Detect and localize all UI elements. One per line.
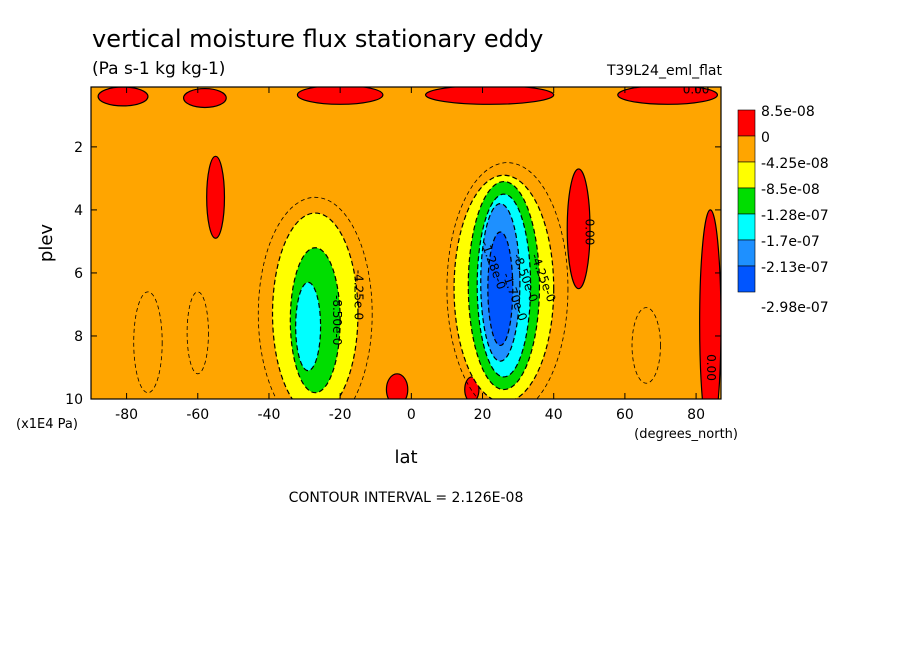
dashed-contour-4 — [446, 162, 569, 399]
y-axis: 2 4 6 8 10 — [65, 140, 721, 408]
dashed-contour-3 — [257, 196, 373, 399]
legend: 8.5e-08 0 -4.25e-08 -8.5e-08 -1.28e-07 -1.7e-… — [737, 104, 829, 316]
contour-region-positive-top-2 — [182, 87, 227, 109]
legend-swatch — [737, 239, 756, 267]
contour-region-south-max-c3 — [295, 281, 322, 372]
legend-label: -2.98e-07 — [761, 300, 829, 316]
contour-label-2: -8.50e-0 — [330, 295, 344, 345]
x-axis-label: lat — [394, 447, 417, 468]
x-tick-label: 60 — [616, 407, 634, 423]
dashed-contour-layer — [133, 162, 661, 399]
contour-label-7: 0.00 — [583, 219, 597, 246]
x-tick-label: -40 — [258, 407, 281, 423]
chart-subtitle: (Pa s-1 kg kg-1) — [92, 59, 225, 79]
x-tick-label: 20 — [474, 407, 492, 423]
contour-region-positive-top-3 — [296, 87, 384, 105]
legend-swatch — [737, 109, 756, 137]
x-tick-label: 40 — [545, 407, 563, 423]
x-tick-label: -80 — [115, 407, 138, 423]
contour-region-positive-top-4 — [424, 87, 555, 105]
contour-region-positive-eq — [385, 373, 409, 399]
contour-label-8: 0.00 — [704, 354, 718, 381]
y-tick-label: 4 — [74, 203, 83, 219]
dashed-contour-0 — [133, 291, 163, 394]
plot-frame — [90, 86, 722, 400]
x-tick-label: 0 — [407, 407, 416, 423]
legend-swatch — [737, 187, 756, 215]
legend-swatch — [737, 135, 756, 163]
x-tick-label: -20 — [329, 407, 352, 423]
legend-label: -2.13e-07 — [761, 260, 829, 276]
run-label: T39L24_eml_flat — [606, 63, 723, 79]
legend-label: -1.7e-07 — [761, 234, 820, 250]
legend-label: 8.5e-08 — [761, 104, 815, 120]
contour-label-1: -4.25e-0 — [351, 270, 365, 320]
x-tick-label: -60 — [186, 407, 209, 423]
y-tick-label: 8 — [74, 329, 83, 345]
contour-region-positive-n84 — [699, 209, 721, 399]
contour-fill-layer — [97, 87, 721, 399]
contour-region-positive-n48 — [566, 168, 591, 290]
chart-title: vertical moisture flux stationary eddy — [92, 25, 543, 53]
y-axis-label: plev — [36, 224, 57, 263]
legend-label: -1.28e-07 — [761, 208, 829, 224]
contour-region-positive-top-1 — [97, 87, 149, 107]
contour-region-north-max-c5 — [487, 231, 514, 347]
dashed-contour-2 — [631, 307, 661, 384]
legend-label: 0 — [761, 130, 770, 146]
y-tick-label: 6 — [74, 266, 83, 282]
y-axis-units: (x1E4 Pa) — [16, 417, 78, 432]
contour-region-positive-s56 — [206, 155, 226, 239]
x-tick-label: 80 — [687, 407, 705, 423]
x-axis-units: (degrees_north) — [634, 427, 738, 442]
legend-swatch — [737, 213, 756, 241]
legend-label: -4.25e-08 — [761, 156, 829, 172]
dashed-contour-1 — [186, 291, 209, 375]
legend-swatch — [737, 265, 756, 293]
contour-region-positive-top-5 — [617, 87, 719, 105]
plot-area — [91, 87, 721, 399]
legend-swatch — [737, 161, 756, 189]
y-tick-label: 2 — [74, 140, 83, 156]
legend-label: -8.5e-08 — [761, 182, 820, 198]
x-axis: -80 -60 -40 -20 0 20 40 60 80 — [115, 87, 705, 423]
contour-interval-note: CONTOUR INTERVAL = 2.126E-08 — [289, 490, 524, 506]
y-tick-label: 10 — [65, 392, 83, 408]
